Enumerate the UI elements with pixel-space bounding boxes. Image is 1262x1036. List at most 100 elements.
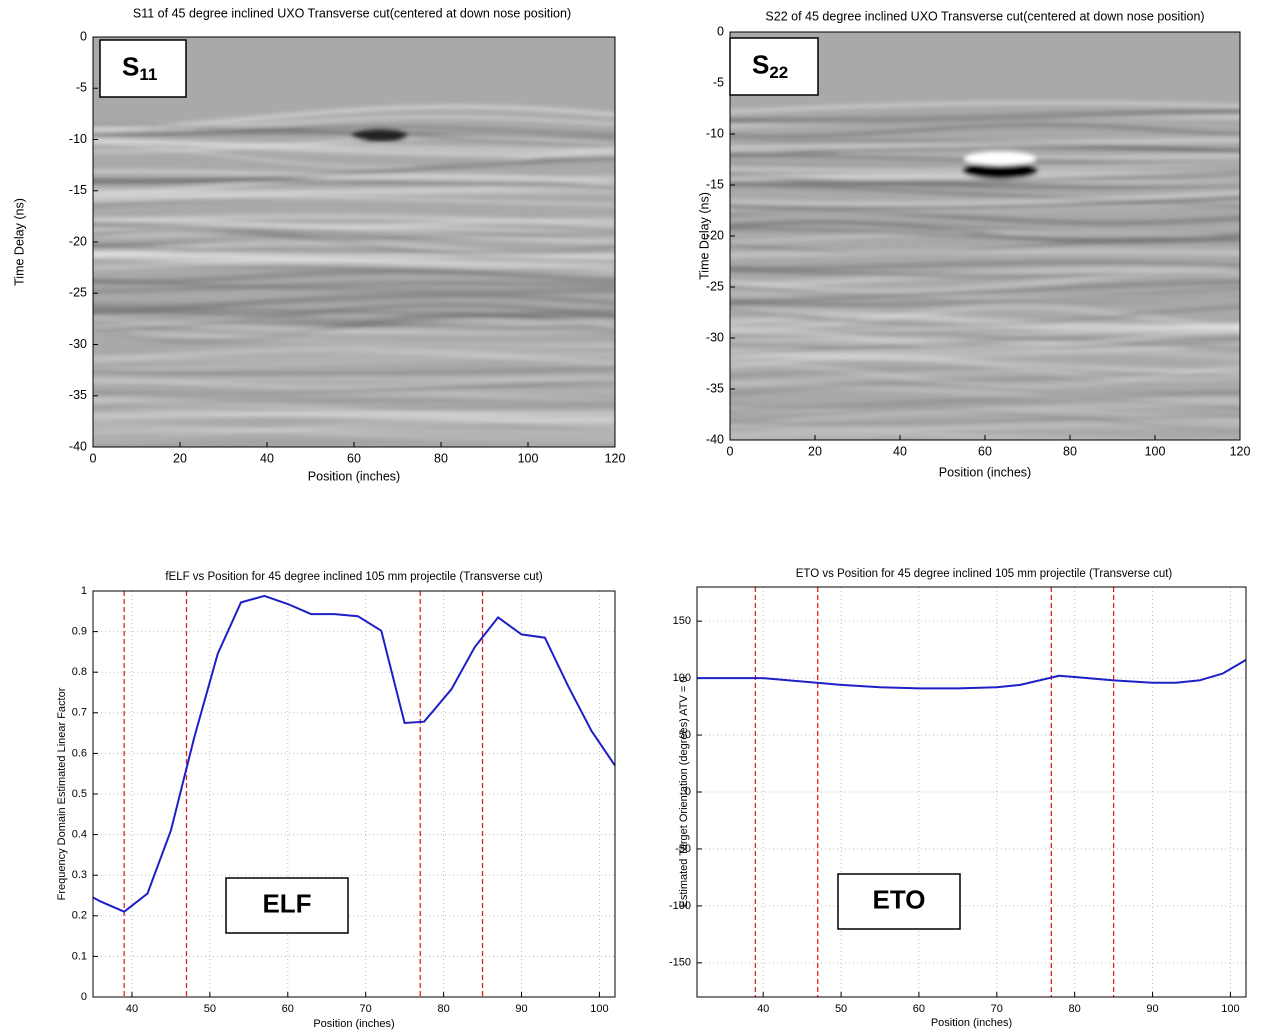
wave xyxy=(730,361,1240,389)
x-tick-label: 100 xyxy=(590,1003,608,1015)
wave xyxy=(93,346,615,366)
wave xyxy=(730,145,1240,157)
y-tick-label: -30 xyxy=(706,330,724,344)
axes-frame xyxy=(92,36,616,448)
x-tick-label: 60 xyxy=(282,1003,294,1015)
x-tick-label: 100 xyxy=(518,451,539,465)
wave xyxy=(93,366,615,377)
x-tick-label: 120 xyxy=(1230,444,1251,458)
x-tick-label: 100 xyxy=(1221,1003,1239,1015)
wave xyxy=(730,101,1240,114)
x-tick-label: 120 xyxy=(605,451,626,465)
wave xyxy=(730,171,1240,186)
x-tick-label: 0 xyxy=(727,444,734,458)
wave xyxy=(93,397,615,416)
annotation-box xyxy=(837,873,961,930)
y-tick-label: 100 xyxy=(673,672,691,684)
annotation-box xyxy=(225,877,349,934)
wave xyxy=(93,246,615,254)
wave xyxy=(93,378,615,397)
wave xyxy=(730,339,1240,350)
y-tick-label: -5 xyxy=(76,81,87,95)
wave xyxy=(93,375,615,389)
x-tick-label: 60 xyxy=(347,451,361,465)
y-tick-label: -10 xyxy=(706,126,724,140)
radargram xyxy=(730,32,1240,440)
wave xyxy=(93,142,615,169)
x-tick-label: 50 xyxy=(204,1003,216,1015)
wave xyxy=(93,418,615,441)
y-tick-label: -35 xyxy=(706,381,724,395)
y-tick-label: 0.8 xyxy=(72,666,87,678)
y-tick-label: -30 xyxy=(69,337,87,351)
x-tick-label: 80 xyxy=(434,451,448,465)
wave xyxy=(93,139,615,152)
wave xyxy=(730,382,1240,402)
radargram-texture xyxy=(730,101,1240,440)
y-axis-label: Frequency Domain Estimated Linear Factor xyxy=(56,687,68,900)
y-tick-label: 0.4 xyxy=(72,829,87,841)
x-axis-label: Position (inches) xyxy=(313,1018,394,1030)
y-tick-label: -40 xyxy=(706,432,724,446)
wave xyxy=(93,281,615,294)
y-tick-label: 0.6 xyxy=(72,747,87,759)
wave xyxy=(93,349,615,361)
strong-reflection xyxy=(962,162,1039,179)
y-tick-label: -20 xyxy=(706,228,724,242)
y-axis-label: Time Delay (ns) xyxy=(697,192,711,280)
wave xyxy=(93,302,615,333)
axes-frame xyxy=(92,590,616,998)
wave xyxy=(730,400,1240,413)
wave xyxy=(730,173,1240,189)
y-tick-label: -15 xyxy=(69,183,87,197)
annotation-subscript: 22 xyxy=(769,63,788,82)
chart-title: S11 of 45 degree inclined UXO Transverse… xyxy=(133,6,571,20)
wave xyxy=(93,427,615,437)
annotation-text: ETO xyxy=(873,884,926,914)
wave xyxy=(93,329,615,350)
chart-title: fELF vs Position for 45 degree inclined … xyxy=(165,571,542,583)
x-tick-label: 40 xyxy=(893,444,907,458)
wave xyxy=(93,308,615,322)
wave xyxy=(93,290,615,306)
y-tick-label: -100 xyxy=(669,900,691,912)
annotation-box xyxy=(99,39,187,98)
x-tick-label: 60 xyxy=(913,1003,925,1015)
wave xyxy=(730,123,1240,139)
x-tick-label: 60 xyxy=(978,444,992,458)
annotation-text: S xyxy=(122,51,139,81)
wave xyxy=(93,169,615,181)
x-tick-label: 70 xyxy=(360,1003,372,1015)
axes-frame xyxy=(696,586,1247,998)
chart-title: ETO vs Position for 45 degree inclined 1… xyxy=(796,568,1173,580)
annotation-subscript: 11 xyxy=(139,65,157,84)
annotation-text: ELF xyxy=(262,888,311,918)
wave xyxy=(730,137,1240,149)
wave xyxy=(730,108,1240,124)
wave xyxy=(730,201,1240,214)
y-tick-label: 0 xyxy=(80,29,87,43)
y-tick-label: 0.2 xyxy=(72,910,87,922)
y-tick-label: 0 xyxy=(685,786,691,798)
plot-area xyxy=(697,587,1246,997)
x-tick-label: 0 xyxy=(90,451,97,465)
x-tick-label: 80 xyxy=(1063,444,1077,458)
wave xyxy=(730,305,1240,328)
y-tick-label: 0.5 xyxy=(72,788,87,800)
y-tick-label: -25 xyxy=(706,279,724,293)
y-tick-label: 0.3 xyxy=(72,869,87,881)
wave xyxy=(93,125,615,137)
data-line xyxy=(92,594,616,913)
radargram-texture xyxy=(93,104,615,447)
y-tick-label: -15 xyxy=(706,177,724,191)
wave xyxy=(93,183,615,195)
x-tick-label: 70 xyxy=(991,1003,1003,1015)
strong-reflection xyxy=(964,151,1037,166)
wave xyxy=(730,419,1240,431)
x-tick-label: 40 xyxy=(126,1003,138,1015)
y-tick-label: -25 xyxy=(69,286,87,300)
wave xyxy=(93,316,615,336)
y-tick-label: 0 xyxy=(717,24,724,38)
x-tick-label: 50 xyxy=(835,1003,847,1015)
